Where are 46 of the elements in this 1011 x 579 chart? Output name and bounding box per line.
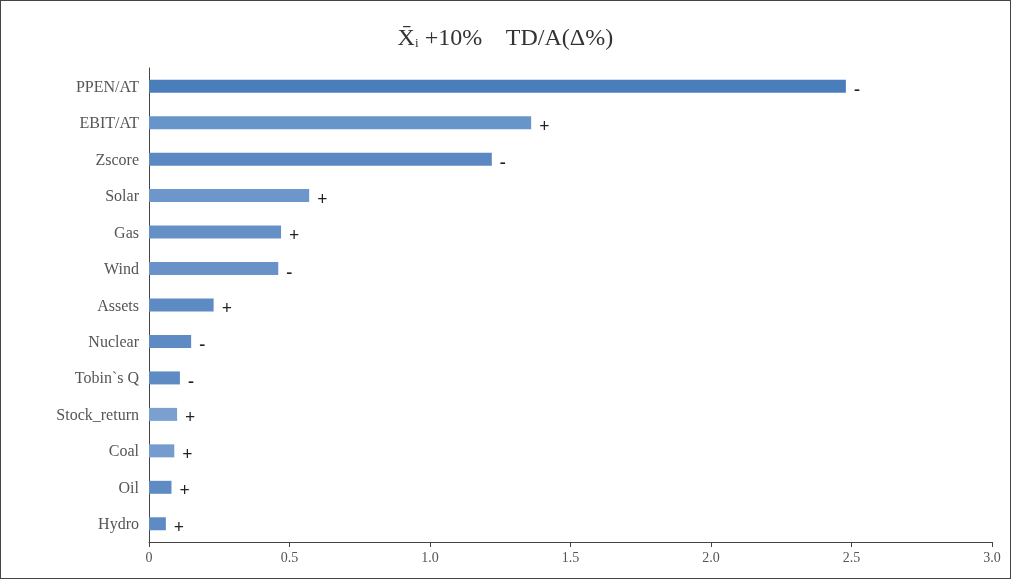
data-label: - bbox=[199, 334, 206, 355]
bar bbox=[149, 152, 492, 166]
bar bbox=[149, 517, 166, 531]
data-label: + bbox=[179, 480, 190, 501]
data-label: + bbox=[317, 188, 328, 209]
y-tick-label: Nuclear bbox=[88, 332, 140, 350]
data-label: + bbox=[173, 516, 185, 537]
data-label: + bbox=[289, 225, 300, 246]
data-label: + bbox=[539, 115, 550, 136]
bar bbox=[149, 444, 175, 458]
x-tick-label: 2.0 bbox=[702, 549, 720, 565]
bar bbox=[149, 371, 180, 385]
bar bbox=[149, 262, 279, 276]
bar bbox=[149, 189, 310, 203]
y-tick-label: Stock_return bbox=[56, 405, 139, 423]
y-tick-label: Tobin`s Q bbox=[74, 369, 140, 387]
bar bbox=[149, 334, 192, 348]
bar bbox=[149, 225, 282, 239]
x-tick-label: 2.5 bbox=[842, 549, 861, 565]
bar bbox=[149, 480, 172, 494]
bar bbox=[149, 298, 214, 312]
y-tick-label: Wind bbox=[104, 260, 139, 278]
x-tick-label: 0.5 bbox=[280, 549, 299, 565]
y-tick-label: Coal bbox=[108, 442, 140, 460]
y-tick-label: Gas bbox=[114, 223, 139, 241]
bar bbox=[149, 116, 532, 130]
x-tick-label: 1.5 bbox=[561, 549, 580, 565]
y-tick-label: Assets bbox=[97, 296, 139, 314]
data-label: - bbox=[499, 152, 506, 173]
bar bbox=[149, 407, 178, 421]
y-tick-label: Solar bbox=[105, 187, 140, 205]
x-tick-label: 3.0 bbox=[983, 549, 1001, 565]
data-label: - bbox=[286, 261, 293, 282]
y-tick-label: EBIT/AT bbox=[79, 114, 140, 132]
y-tick-label: PPEN/AT bbox=[75, 77, 140, 95]
x-tick-label: 0 bbox=[145, 549, 153, 565]
x-tick-label: 1.0 bbox=[421, 549, 439, 565]
data-label: - bbox=[853, 79, 860, 100]
data-label: - bbox=[187, 370, 194, 391]
data-label: + bbox=[221, 298, 232, 318]
y-tick-label: Zscore bbox=[95, 150, 139, 168]
y-tick-label: Hydro bbox=[98, 515, 139, 534]
data-label: + bbox=[182, 443, 193, 464]
data-label: + bbox=[185, 407, 196, 428]
bar bbox=[149, 79, 846, 93]
y-tick-label: Oil bbox=[118, 478, 140, 496]
